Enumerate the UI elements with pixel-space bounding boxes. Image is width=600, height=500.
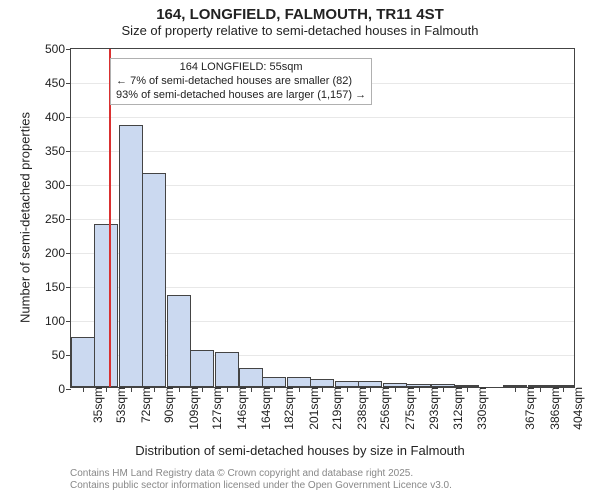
ytick-label: 200	[45, 246, 71, 260]
histogram-bar	[262, 377, 286, 387]
ytick-label: 50	[52, 348, 71, 362]
y-axis-label: Number of semi-detached properties	[18, 98, 33, 338]
xtick-label: 293sqm	[423, 387, 441, 430]
xtick-label: 53sqm	[110, 387, 128, 423]
credit-line-1: Contains HM Land Registry data © Crown c…	[70, 468, 452, 480]
histogram-bar	[190, 350, 214, 387]
xtick-mark	[322, 387, 323, 392]
ytick-label: 450	[45, 76, 71, 90]
xtick-mark	[563, 387, 564, 392]
xtick-label: 72sqm	[135, 387, 153, 423]
xtick-label: 90sqm	[158, 387, 176, 423]
xtick-label: 386sqm	[544, 387, 562, 430]
histogram-bar	[142, 173, 166, 387]
xtick-mark	[443, 387, 444, 392]
histogram-bar	[167, 295, 191, 387]
histogram-bar	[287, 377, 311, 387]
xtick-label: 256sqm	[374, 387, 392, 430]
chart-title: 164, LONGFIELD, FALMOUTH, TR11 4ST	[0, 0, 600, 23]
xtick-label: 367sqm	[519, 387, 537, 430]
annotation-box: 164 LONGFIELD: 55sqm← 7% of semi-detache…	[110, 58, 372, 105]
credits: Contains HM Land Registry data © Crown c…	[70, 468, 452, 492]
xtick-mark	[227, 387, 228, 392]
x-axis-label: Distribution of semi-detached houses by …	[0, 443, 600, 458]
gridline	[71, 117, 574, 118]
xtick-mark	[370, 387, 371, 392]
annotation-line: 93% of semi-detached houses are larger (…	[116, 89, 366, 103]
xtick-mark	[515, 387, 516, 392]
xtick-mark	[251, 387, 252, 392]
xtick-label: 238sqm	[351, 387, 369, 430]
xtick-label: 182sqm	[278, 387, 296, 430]
histogram-bar	[94, 224, 118, 387]
xtick-mark	[202, 387, 203, 392]
chart-subtitle: Size of property relative to semi-detach…	[0, 23, 600, 38]
xtick-mark	[131, 387, 132, 392]
xtick-mark	[274, 387, 275, 392]
histogram-bar	[310, 379, 334, 387]
plot-area: 05010015020025030035040045050035sqm53sqm…	[70, 48, 575, 388]
histogram-bar	[71, 337, 95, 387]
ytick-label: 400	[45, 110, 71, 124]
ytick-label: 300	[45, 178, 71, 192]
annotation-line: ← 7% of semi-detached houses are smaller…	[116, 75, 366, 89]
credit-line-2: Contains public sector information licen…	[70, 480, 452, 492]
xtick-mark	[154, 387, 155, 392]
xtick-mark	[106, 387, 107, 392]
xtick-mark	[347, 387, 348, 392]
xtick-label: 404sqm	[567, 387, 585, 430]
histogram-bar	[119, 125, 143, 387]
gridline	[71, 151, 574, 152]
ytick-label: 0	[58, 382, 71, 396]
xtick-mark	[467, 387, 468, 392]
xtick-label: 35sqm	[87, 387, 105, 423]
figure: 164, LONGFIELD, FALMOUTH, TR11 4ST Size …	[0, 0, 600, 500]
ytick-label: 250	[45, 212, 71, 226]
xtick-label: 201sqm	[303, 387, 321, 430]
xtick-mark	[540, 387, 541, 392]
ytick-label: 350	[45, 144, 71, 158]
xtick-label: 146sqm	[231, 387, 249, 430]
xtick-mark	[179, 387, 180, 392]
xtick-mark	[419, 387, 420, 392]
annotation-line: 164 LONGFIELD: 55sqm	[116, 61, 366, 75]
xtick-label: 109sqm	[183, 387, 201, 430]
ytick-label: 500	[45, 42, 71, 56]
ytick-label: 150	[45, 280, 71, 294]
xtick-label: 312sqm	[447, 387, 465, 430]
ytick-label: 100	[45, 314, 71, 328]
xtick-mark	[83, 387, 84, 392]
xtick-label: 164sqm	[255, 387, 273, 430]
xtick-label: 127sqm	[206, 387, 224, 430]
xtick-mark	[299, 387, 300, 392]
xtick-mark	[395, 387, 396, 392]
xtick-label: 275sqm	[399, 387, 417, 430]
xtick-label: 219sqm	[326, 387, 344, 430]
xtick-label: 330sqm	[471, 387, 489, 430]
histogram-bar	[239, 368, 263, 387]
histogram-bar	[215, 352, 239, 387]
